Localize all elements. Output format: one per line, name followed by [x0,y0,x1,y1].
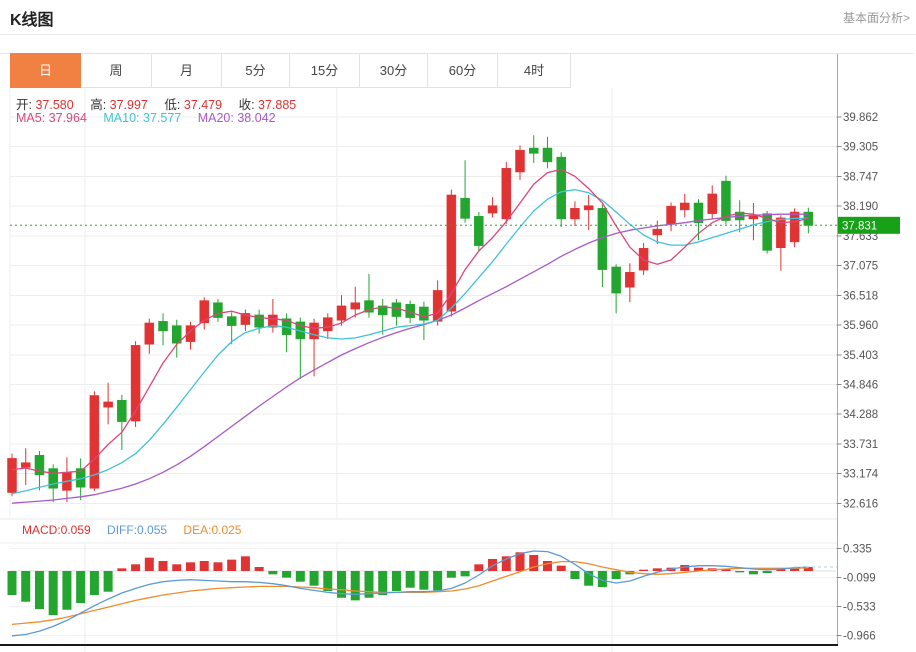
axis-label: 37.075 [843,261,878,273]
axis-label: 33.174 [843,469,879,481]
axis-label: -0.099 [843,573,876,585]
tab-15分[interactable]: 15分 [290,54,360,87]
axis-label: -0.966 [843,631,876,643]
tab-日[interactable]: 日 [10,53,81,88]
tab-60分[interactable]: 60分 [428,54,498,87]
axis-label: 35.403 [843,350,878,362]
page-title: K线图 [10,12,54,29]
macd-value: 0.059 [60,523,91,537]
axis-frame [0,53,838,646]
ma20-label: MA20: [197,111,234,125]
ma10-label: MA10: [103,111,140,125]
axis-label: 37.633 [843,231,878,243]
axis-label: 36.518 [843,290,878,302]
dea-label: DEA: [183,523,212,537]
diff-line [11,550,809,637]
period-tabs: 日周月 5分 15分 30分 60分 4时 [10,53,571,88]
title-divider [0,34,916,35]
open-value: 37.580 [35,98,74,112]
close-value: 37.885 [258,98,297,112]
macd-info: MACD:0.059 DIFF:0.055 DEA:0.025 [22,523,254,537]
low-value: 37.479 [183,98,223,112]
ma-info: MA5: 37.964 MA10: 37.577 MA20: 38.042 [16,111,289,125]
diff-label: DIFF: [107,523,138,537]
axis-label: -0.533 [843,602,876,614]
axis-label: 0.335 [843,544,872,556]
axis-label: 38.747 [843,171,878,183]
axis-label: 38.190 [843,201,878,213]
tab-30分[interactable]: 30分 [360,54,428,87]
candles [7,135,814,503]
tab-5分[interactable]: 5分 [222,54,290,87]
ma20-line [11,213,809,504]
fundamental-analysis-link[interactable]: 基本面分析> [842,11,910,25]
ma5-label: MA5: [16,111,46,125]
high-value: 37.997 [109,98,148,112]
tab-4时[interactable]: 4时 [498,54,570,87]
macd-axis-labels: 0.335 -0.099 -0.533 -0.966 [836,544,876,643]
ma10-line [11,188,809,495]
dea-value: 0.025 [211,523,242,537]
axis-label: 34.288 [843,409,878,421]
axis-label: 32.616 [843,498,878,510]
axis-label: 39.862 [843,112,878,124]
low-label: 低: [164,98,181,112]
close-label: 收: [238,98,255,112]
axis-label: 35.960 [843,320,878,332]
ohlc-info: 开: 37.580 高: 37.997 低: 37.479 收: 37.885 [16,94,309,113]
ma5-line [11,168,809,474]
dea-line [11,560,809,626]
axis-label: 34.846 [843,379,878,391]
ma10-value: 37.577 [143,111,182,125]
price-badge-value: 37.831 [842,220,877,232]
price-axis-labels: 39.862 39.305 38.747 38.190 37.633 37.075 36.5… [836,112,879,510]
tab-月[interactable]: 月 [152,54,222,87]
macd-label: MACD: [22,523,61,537]
axis-label: 39.305 [843,142,878,154]
axis-label: 33.731 [843,439,878,451]
macd-bars [7,552,813,616]
tab-周[interactable]: 周 [81,54,152,87]
diff-value: 0.055 [137,523,168,537]
ma5-value: 37.964 [48,111,87,125]
high-label: 高: [90,98,107,112]
open-label: 开: [16,98,32,112]
price-badge: 37.831 [838,216,900,234]
ma20-value: 38.042 [237,111,276,125]
grid [0,88,838,652]
